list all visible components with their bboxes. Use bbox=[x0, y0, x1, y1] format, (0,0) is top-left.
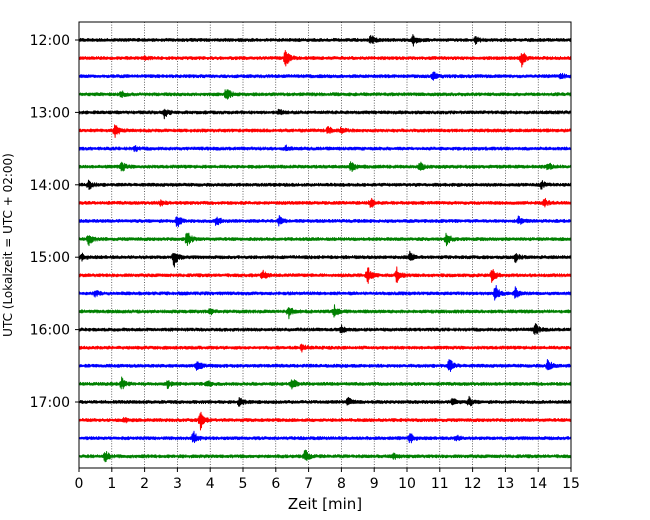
trace-1300 bbox=[78, 108, 572, 120]
x-axis-ticks: 0 1 2 3 4 5 6 7 8 9 10 11 12 13 14 15 bbox=[75, 468, 580, 492]
trace-1645 bbox=[78, 376, 572, 390]
x-tick-label: 11 bbox=[431, 476, 449, 492]
trace-1245 bbox=[78, 89, 572, 100]
x-tick-label: 15 bbox=[562, 476, 580, 492]
y-tick-label: 16:00 bbox=[30, 323, 70, 339]
trace-1615 bbox=[78, 343, 572, 353]
trace-1515 bbox=[78, 266, 572, 284]
trace-1230 bbox=[78, 71, 572, 81]
y-tick-label: 15:00 bbox=[30, 250, 70, 266]
trace-1415 bbox=[78, 197, 572, 208]
x-tick-label: 5 bbox=[239, 476, 248, 492]
trace-1600 bbox=[78, 323, 572, 336]
x-tick-label: 12 bbox=[464, 476, 482, 492]
trace-1430 bbox=[78, 215, 572, 228]
x-tick-label: 4 bbox=[206, 476, 215, 492]
trace-1730 bbox=[78, 430, 572, 444]
x-tick-label: 6 bbox=[271, 476, 280, 492]
x-tick-label: 1 bbox=[107, 476, 116, 492]
x-tick-label: 10 bbox=[398, 476, 416, 492]
trace-1530 bbox=[78, 285, 572, 301]
y-axis-ticks: 12:00 13:00 14:00 15:00 16:00 17:00 bbox=[30, 33, 79, 411]
y-tick-label: 13:00 bbox=[30, 105, 70, 121]
trace-1630 bbox=[78, 359, 572, 373]
trace-1500 bbox=[78, 250, 572, 268]
trace-1700 bbox=[78, 395, 572, 407]
trace-1400 bbox=[78, 179, 572, 191]
x-tick-label: 13 bbox=[496, 476, 514, 492]
x-tick-label: 0 bbox=[75, 476, 84, 492]
plot-frame bbox=[78, 21, 572, 469]
trace-1445 bbox=[78, 232, 572, 247]
trace-1745 bbox=[78, 449, 572, 463]
x-tick-label: 2 bbox=[140, 476, 149, 492]
trace-1215 bbox=[78, 50, 572, 68]
trace-1545 bbox=[78, 304, 572, 320]
x-tick-label: 3 bbox=[173, 476, 182, 492]
x-tick-label: 8 bbox=[337, 476, 346, 492]
x-tick-label: 14 bbox=[529, 476, 547, 492]
x-tick-label: 7 bbox=[304, 476, 313, 492]
trace-1330 bbox=[78, 144, 572, 153]
trace-1345 bbox=[78, 161, 572, 173]
x-tick-label: 9 bbox=[370, 476, 379, 492]
y-tick-label: 14:00 bbox=[30, 178, 70, 194]
seismogram-traces bbox=[78, 34, 572, 463]
trace-1315 bbox=[78, 124, 572, 138]
y-axis-label: UTC (Lokalzeit = UTC + 02:00) bbox=[1, 153, 15, 337]
trace-1715 bbox=[78, 411, 572, 431]
x-axis-label: Zeit [min] bbox=[288, 495, 362, 513]
y-tick-label: 17:00 bbox=[30, 395, 70, 411]
y-tick-label: 12:00 bbox=[30, 33, 70, 49]
trace-1200 bbox=[78, 34, 572, 47]
